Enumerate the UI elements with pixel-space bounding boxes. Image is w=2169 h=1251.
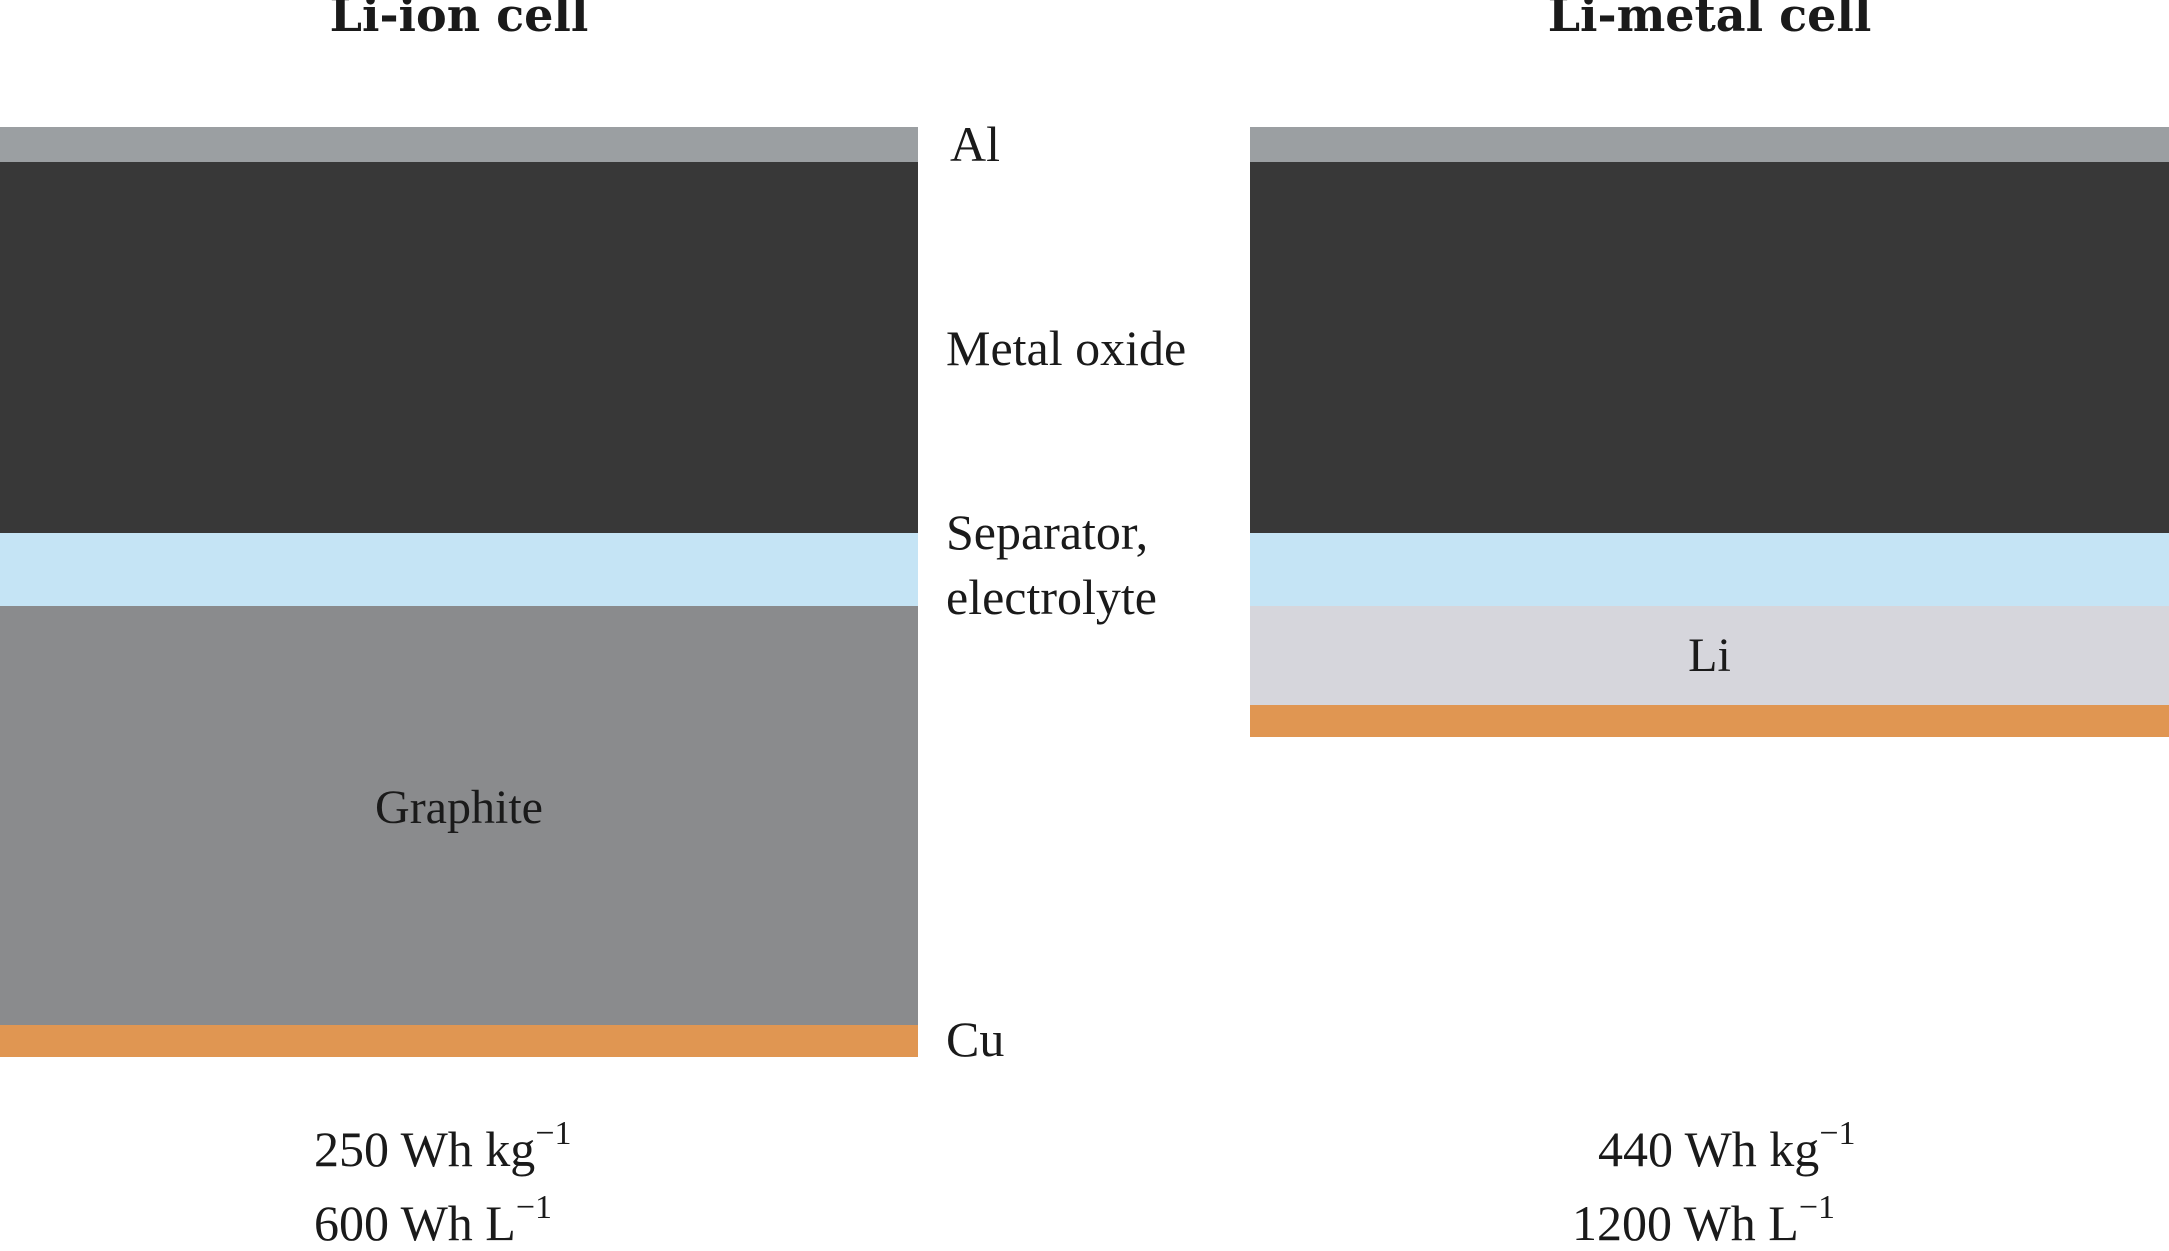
li-ion-copper-layer <box>0 1025 918 1057</box>
li-metal-metal-oxide-layer <box>1250 162 2169 533</box>
li-metal-gravimetric-unit: Wh kg <box>1684 1121 1820 1177</box>
metal-oxide-label: Metal oxide <box>946 320 1187 376</box>
separator-label-line1: Separator, <box>946 504 1149 560</box>
li-metal-gravimetric-value: 440 <box>1598 1121 1673 1177</box>
li-metal-lithium-layer: Li <box>1250 606 2169 705</box>
separator-label: Separator, electrolyte <box>946 500 1157 630</box>
separator-label-line2: electrolyte <box>946 569 1157 625</box>
li-metal-cell-title: Li-metal cell <box>1547 0 1872 42</box>
li-metal-volumetric-exponent: −1 <box>1798 1189 1836 1226</box>
li-ion-gravimetric-unit: Wh kg <box>400 1121 536 1177</box>
li-metal-volumetric-density: 1200 Wh L−1 <box>1572 1191 1835 1251</box>
li-metal-volumetric-unit: Wh L <box>1683 1195 1799 1251</box>
li-ion-gravimetric-value: 250 <box>314 1121 389 1177</box>
li-ion-volumetric-unit: Wh L <box>400 1195 516 1251</box>
lithium-label: Li <box>1688 629 1731 682</box>
li-metal-volumetric-value: 1200 <box>1572 1195 1672 1251</box>
li-ion-gravimetric-exponent: −1 <box>535 1115 572 1152</box>
li-ion-volumetric-value: 600 <box>314 1195 389 1251</box>
li-ion-volumetric-exponent: −1 <box>515 1189 553 1226</box>
li-ion-cell-title: Li-ion cell <box>329 0 589 42</box>
li-metal-gravimetric-density: 440 Wh kg−1 <box>1598 1117 1856 1177</box>
li-metal-separator-layer <box>1250 533 2169 606</box>
li-metal-aluminum-layer <box>1250 127 2169 162</box>
li-ion-graphite-layer: Graphite <box>0 606 918 1025</box>
li-metal-copper-layer <box>1250 705 2169 737</box>
li-ion-aluminum-layer <box>0 127 918 162</box>
li-ion-metal-oxide-layer <box>0 162 918 533</box>
li-ion-volumetric-density: 600 Wh L−1 <box>314 1191 552 1251</box>
aluminum-label: Al <box>950 116 1000 172</box>
copper-label: Cu <box>946 1011 1005 1067</box>
graphite-label: Graphite <box>375 781 543 834</box>
li-ion-gravimetric-density: 250 Wh kg−1 <box>314 1117 572 1177</box>
li-metal-gravimetric-exponent: −1 <box>1819 1115 1856 1152</box>
li-ion-separator-layer <box>0 533 918 606</box>
